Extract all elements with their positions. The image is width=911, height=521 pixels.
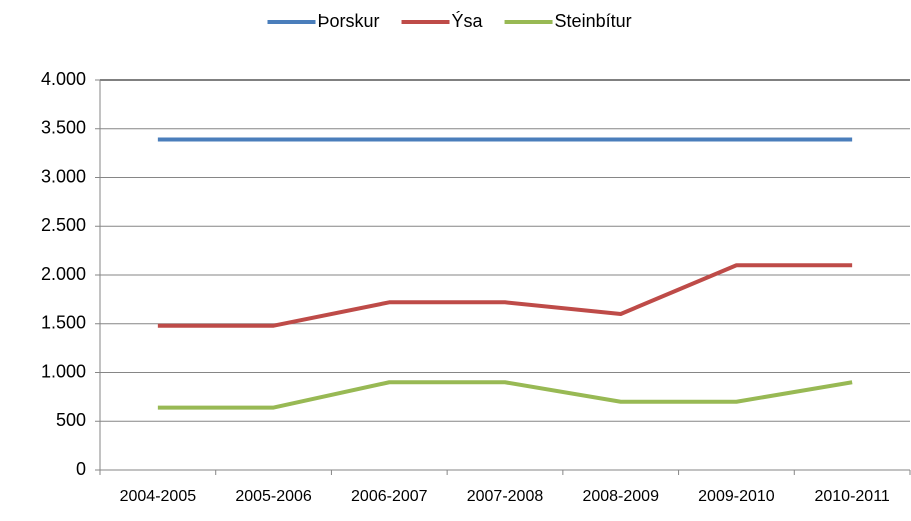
y-tick-label: 1.500: [41, 313, 86, 333]
x-tick-label: 2010-2011: [814, 488, 889, 505]
y-tick-label: 0: [76, 459, 86, 479]
x-tick-label: 2005-2006: [235, 488, 312, 505]
y-tick-label: 2.500: [41, 215, 86, 235]
legend-label: Ýsa: [452, 11, 484, 31]
legend-label: Steinbítur: [555, 11, 632, 31]
x-tick-label: 2007-2008: [467, 488, 544, 505]
y-tick-label: 2.000: [41, 264, 86, 284]
y-tick-label: 4.000: [41, 69, 86, 89]
y-tick-label: 3.500: [41, 118, 86, 138]
y-tick-label: 1.000: [41, 361, 86, 381]
x-tick-label: 2008-2009: [582, 488, 659, 505]
y-tick-label: 3.000: [41, 166, 86, 186]
x-tick-label: 2006-2007: [351, 488, 428, 505]
series-line: [157, 263, 853, 328]
x-tick-label: 2004-2005: [120, 488, 197, 505]
y-tick-label: 500: [56, 410, 86, 430]
x-tick-label: 2009-2010: [698, 488, 775, 505]
series-line: [157, 380, 853, 410]
legend-label: Þorskur: [318, 11, 380, 31]
